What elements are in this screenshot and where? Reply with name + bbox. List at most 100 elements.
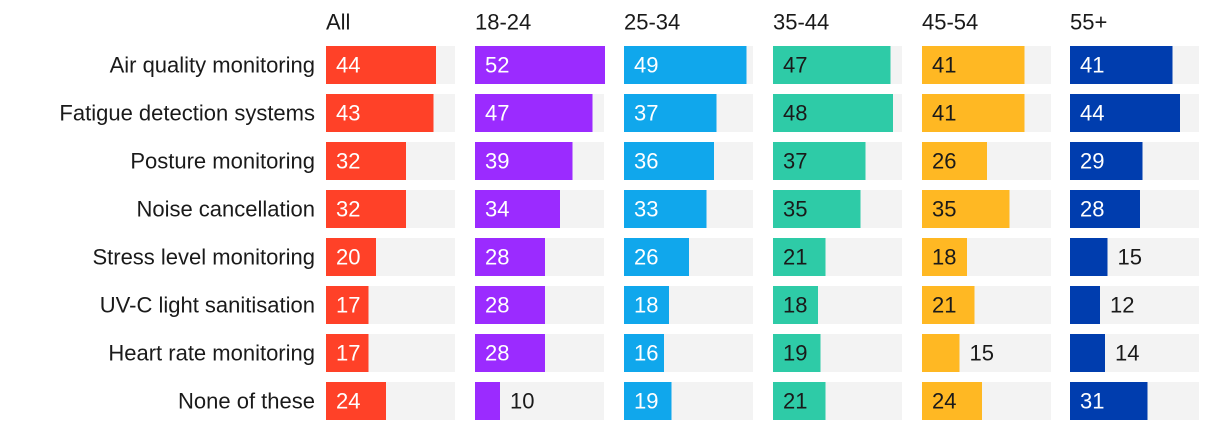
category-label: None of these [178, 389, 315, 414]
data-label: 44 [1080, 101, 1104, 126]
data-label: 18 [783, 293, 807, 318]
data-label: 41 [1080, 53, 1104, 78]
bar [326, 94, 434, 132]
bar [773, 238, 826, 276]
bar [922, 46, 1025, 84]
data-label: 49 [634, 53, 658, 78]
category-label: Heart rate monitoring [108, 341, 315, 366]
bar [922, 286, 975, 324]
series-header: 25-34 [624, 10, 680, 35]
data-label: 39 [485, 149, 509, 174]
bar [773, 94, 893, 132]
data-label: 34 [485, 197, 509, 222]
data-label: 36 [634, 149, 658, 174]
data-label: 18 [932, 245, 956, 270]
bar [475, 190, 560, 228]
bar [1070, 382, 1148, 420]
series-header: 18-24 [475, 10, 531, 35]
series-header: All [326, 10, 350, 35]
bar [326, 142, 406, 180]
bar [1070, 334, 1105, 372]
bar [773, 334, 821, 372]
category-label: Stress level monitoring [92, 245, 315, 270]
bar [773, 142, 866, 180]
data-label: 15 [1118, 245, 1142, 270]
data-label: 41 [932, 101, 956, 126]
data-label: 16 [634, 341, 658, 366]
data-label: 33 [634, 197, 658, 222]
data-label: 31 [1080, 389, 1104, 414]
data-label: 43 [336, 101, 360, 126]
data-label: 18 [634, 293, 658, 318]
data-label: 20 [336, 245, 360, 270]
bar [1070, 286, 1100, 324]
data-label: 26 [932, 149, 956, 174]
bar [773, 190, 861, 228]
data-label: 35 [783, 197, 807, 222]
data-label: 41 [932, 53, 956, 78]
bar [326, 238, 376, 276]
bar [1070, 46, 1173, 84]
bar [1070, 142, 1143, 180]
data-label: 48 [783, 101, 807, 126]
data-label: 24 [336, 389, 360, 414]
bar [624, 382, 672, 420]
data-label: 21 [932, 293, 956, 318]
data-label: 19 [634, 389, 658, 414]
category-label: Fatigue detection systems [59, 101, 315, 126]
data-label: 47 [485, 101, 509, 126]
bar [326, 382, 386, 420]
data-label: 28 [485, 293, 509, 318]
data-label: 32 [336, 149, 360, 174]
category-label: Air quality monitoring [110, 53, 315, 78]
data-label: 10 [510, 389, 534, 414]
data-label: 44 [336, 53, 360, 78]
data-label: 21 [783, 389, 807, 414]
data-label: 26 [634, 245, 658, 270]
bar [475, 382, 500, 420]
bar [922, 382, 982, 420]
bar [773, 46, 891, 84]
data-label: 17 [336, 293, 360, 318]
bar [624, 238, 689, 276]
data-label: 37 [783, 149, 807, 174]
data-label: 17 [336, 341, 360, 366]
data-label: 47 [783, 53, 807, 78]
bar [624, 334, 664, 372]
bar [1070, 238, 1108, 276]
bar [624, 46, 747, 84]
data-label: 37 [634, 101, 658, 126]
bar [773, 382, 826, 420]
data-label: 15 [970, 341, 994, 366]
bar [326, 190, 406, 228]
category-label: Posture monitoring [130, 149, 315, 174]
bar [475, 238, 545, 276]
data-label: 24 [932, 389, 956, 414]
data-label: 32 [336, 197, 360, 222]
bar [624, 190, 707, 228]
bar [922, 190, 1010, 228]
bar [922, 94, 1025, 132]
data-label: 29 [1080, 149, 1104, 174]
bar [922, 334, 960, 372]
series-header: 45-54 [922, 10, 978, 35]
data-label: 52 [485, 53, 509, 78]
data-label: 28 [1080, 197, 1104, 222]
data-label: 12 [1110, 293, 1134, 318]
bar [475, 334, 545, 372]
bar [624, 286, 669, 324]
bar [326, 334, 369, 372]
bar [922, 142, 987, 180]
bar [624, 94, 717, 132]
bar [475, 46, 605, 84]
bar [475, 286, 545, 324]
bar [326, 46, 436, 84]
bar [773, 286, 818, 324]
bar [1070, 190, 1140, 228]
data-label: 21 [783, 245, 807, 270]
bar [475, 142, 573, 180]
series-header: 55+ [1070, 10, 1107, 35]
data-label: 19 [783, 341, 807, 366]
